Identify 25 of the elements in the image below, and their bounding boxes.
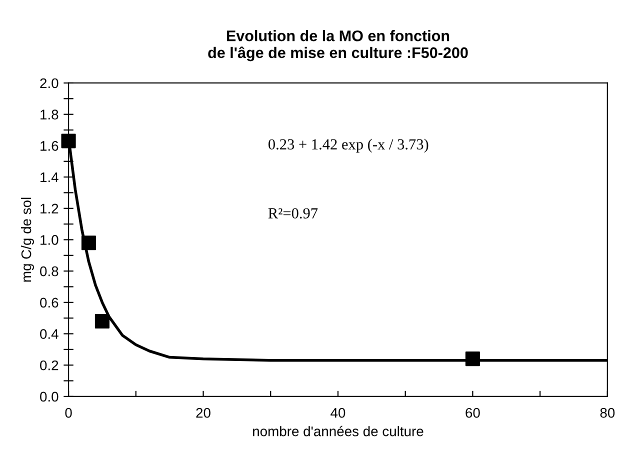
y-tick-label: 1.4	[40, 172, 58, 182]
point	[81, 236, 96, 250]
annotation: R²=0.97	[268, 208, 318, 219]
y-tick-label: 0.0	[40, 392, 58, 402]
point	[61, 134, 76, 148]
x-tick-label: 20	[196, 408, 210, 418]
point	[94, 314, 110, 329]
y-tick-label: 0.4	[40, 329, 58, 339]
y-tick-label: 0.6	[40, 298, 58, 308]
chart-title: Evolution de la MO en fonction de l'âge de mise en culture :F50-200	[208, 30, 468, 62]
x-axis-title: nombre d'années de culture	[253, 426, 424, 436]
x-tick-label: 40	[330, 408, 346, 418]
y-tick-label: 0.2	[40, 360, 58, 370]
annotation: 0.23 + 1.42 exp (-x / 3.73)	[268, 138, 428, 153]
y-tick-label: 1.8	[40, 110, 58, 120]
y-tick-label: 1.0	[40, 235, 58, 245]
y-axis-title: mg C/g de sol	[21, 198, 34, 282]
x-tick-label: 0	[65, 408, 72, 418]
x-tick-label: 60	[466, 408, 480, 418]
y-tick-label: 0.8	[40, 266, 58, 276]
point	[465, 352, 480, 366]
y-tick-label: 1.2	[40, 204, 58, 214]
y-tick-label: 2.0	[40, 78, 58, 88]
y-tick-label: 1.6	[40, 141, 58, 151]
x-tick-label: 80	[600, 408, 615, 418]
